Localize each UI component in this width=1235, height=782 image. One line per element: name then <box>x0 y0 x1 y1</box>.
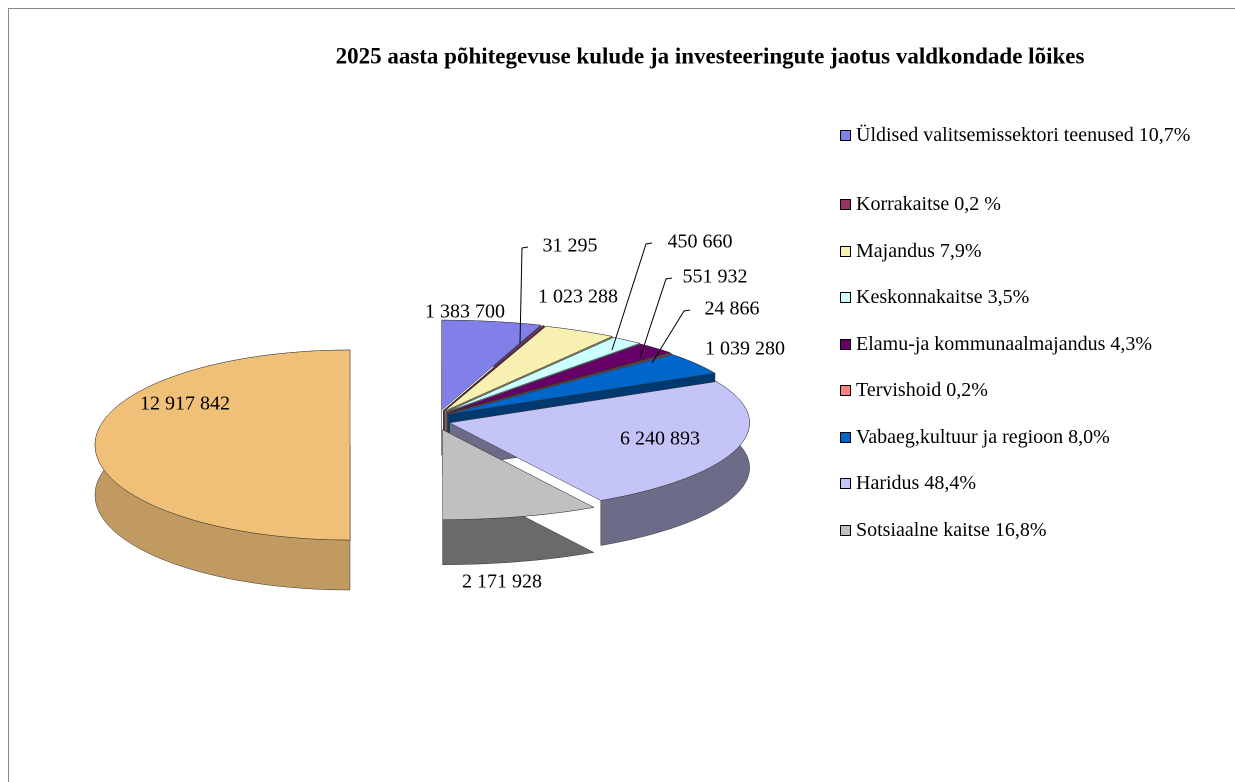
leader-line <box>519 246 529 344</box>
legend: Üldised valitsemissektori teenused 10,7%… <box>838 124 1218 565</box>
slice <box>447 352 673 414</box>
chart-title: 2025 aasta põhitegevuse kulude ja invest… <box>336 43 1085 68</box>
data-label: 12 917 842 <box>140 393 230 415</box>
slice <box>446 343 671 414</box>
data-label: 551 932 <box>683 266 748 288</box>
legend-swatch <box>840 199 851 210</box>
legend-entry: Üldised valitsemissektori teenused 10,7% <box>838 124 1218 193</box>
legend-swatch <box>840 292 851 303</box>
legend-entry: Majandus 7,9% <box>838 240 1218 287</box>
data-label: 1 039 280 <box>705 338 785 360</box>
legend-label: Korrakaitse 0,2 % <box>856 193 1001 215</box>
legend-label: Vabaeg,kultuur ja regioon 8,0% <box>856 425 1110 448</box>
legend-entry: Haridus 48,4% <box>838 472 1218 519</box>
slice <box>445 337 641 413</box>
legend-entry: Vabaeg,kultuur ja regioon 8,0% <box>838 426 1218 473</box>
legend-swatch <box>840 524 851 536</box>
legend-entry: Elamu-ja kommunaalmajandus 4,3% <box>838 333 1218 380</box>
data-label: 31 295 <box>543 235 598 257</box>
slice <box>94 349 351 541</box>
data-label: 2 171 928 <box>462 571 542 593</box>
legend-swatch <box>840 478 851 489</box>
legend-swatch <box>840 245 851 257</box>
legend-label: Tervishoid 0,2% <box>856 379 988 401</box>
data-label: 1 023 288 <box>538 286 618 308</box>
data-label: 450 660 <box>668 231 733 253</box>
legend-swatch <box>840 431 851 443</box>
slice <box>448 354 716 415</box>
slice <box>441 319 542 411</box>
data-label: 1 383 700 <box>425 301 505 323</box>
chart-border <box>8 8 1235 782</box>
slice <box>442 429 595 520</box>
legend-entry: Tervishoid 0,2% <box>838 379 1218 426</box>
legend-entry: Sotsiaalne kaitse 16,8% <box>838 519 1218 566</box>
data-label: 24 866 <box>705 298 760 320</box>
legend-swatch <box>840 385 851 396</box>
legend-label: Sotsiaalne kaitse 16,8% <box>856 518 1047 541</box>
legend-label: Elamu-ja kommunaalmajandus 4,3% <box>856 332 1153 355</box>
legend-label: Majandus 7,9% <box>856 239 982 262</box>
legend-entry: Korrakaitse 0,2 % <box>838 193 1218 240</box>
slice <box>443 325 546 411</box>
legend-entry: Keskonnakaitse 3,5% <box>838 286 1218 333</box>
data-label: 6 240 893 <box>620 428 700 450</box>
leader-line <box>611 242 653 351</box>
slice <box>444 326 614 412</box>
leader-line <box>639 277 673 359</box>
legend-swatch <box>840 130 851 141</box>
legend-swatch <box>840 338 851 350</box>
slice <box>448 381 750 501</box>
legend-label: Keskonnakaitse 3,5% <box>856 286 1030 308</box>
leader-line <box>651 309 691 364</box>
legend-label: Üldised valitsemissektori teenused 10,7% <box>856 124 1191 146</box>
legend-label: Haridus 48,4% <box>856 472 976 494</box>
